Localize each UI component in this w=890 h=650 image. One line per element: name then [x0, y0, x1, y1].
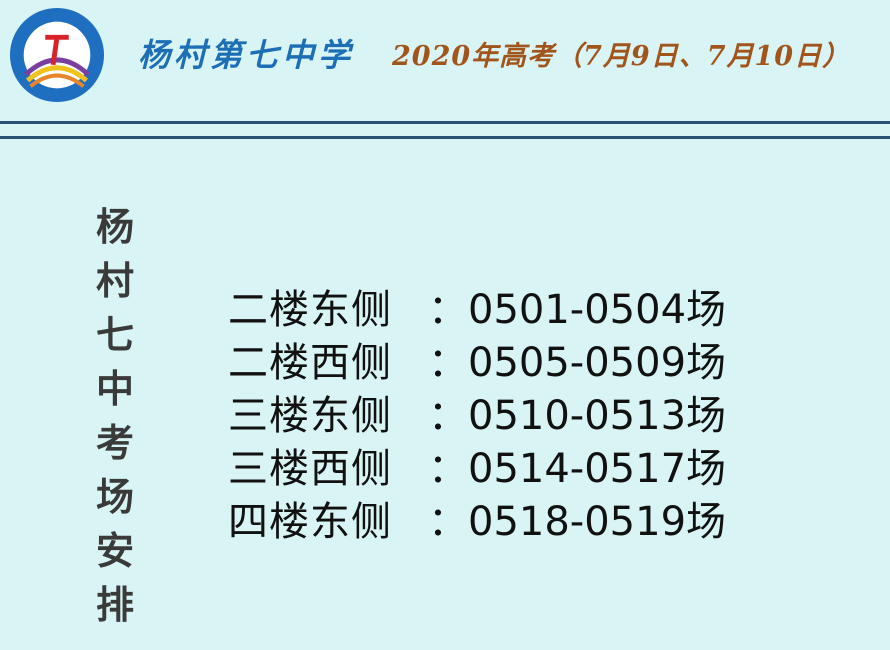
divider-bottom	[0, 136, 890, 139]
separator: ：	[428, 499, 468, 545]
room-row: 二楼西侧 ：0505-0509场	[228, 339, 726, 392]
side-title-char: 中	[95, 366, 134, 411]
room-row: 三楼东侧 ：0510-0513场	[228, 392, 726, 445]
room-row: 四楼东侧 ：0518-0519场	[228, 498, 726, 551]
room-list: 二楼东侧 ：0501-0504场 二楼西侧 ：0505-0509场 三楼东侧 ：051…	[228, 286, 726, 551]
location: 二楼西侧	[228, 340, 392, 386]
location: 二楼东侧	[228, 287, 392, 333]
side-title-char: 场	[95, 474, 134, 519]
divider-top	[0, 121, 890, 124]
room-range: 0505-0509场	[468, 340, 727, 386]
school-name: 杨村第七中学	[138, 36, 355, 74]
side-title-char: 考	[95, 420, 134, 465]
room-range: 0501-0504场	[468, 287, 727, 333]
room-range: 0510-0513场	[468, 393, 727, 439]
location: 四楼东侧	[228, 499, 392, 545]
side-title-char: 村	[95, 258, 134, 303]
location: 三楼西侧	[228, 446, 392, 492]
separator: ：	[428, 393, 468, 439]
location: 三楼东侧	[228, 393, 392, 439]
side-title-char: 杨	[95, 204, 134, 249]
exam-title: 2020年高考（7月9日、7月10日）	[392, 41, 851, 72]
side-title-char: 七	[95, 312, 134, 357]
room-row: 三楼西侧 ：0514-0517场	[228, 445, 726, 498]
room-row: 二楼东侧 ：0501-0504场	[228, 286, 726, 339]
school-logo	[9, 7, 105, 103]
separator: ：	[428, 446, 468, 492]
side-title: 杨 村 七 中 考 场 安 排	[90, 200, 140, 632]
side-title-char: 安	[95, 528, 134, 573]
side-title-char: 排	[95, 582, 134, 627]
room-range: 0514-0517场	[468, 446, 727, 492]
separator: ：	[428, 287, 468, 333]
separator: ：	[428, 340, 468, 386]
room-range: 0518-0519场	[468, 499, 727, 545]
